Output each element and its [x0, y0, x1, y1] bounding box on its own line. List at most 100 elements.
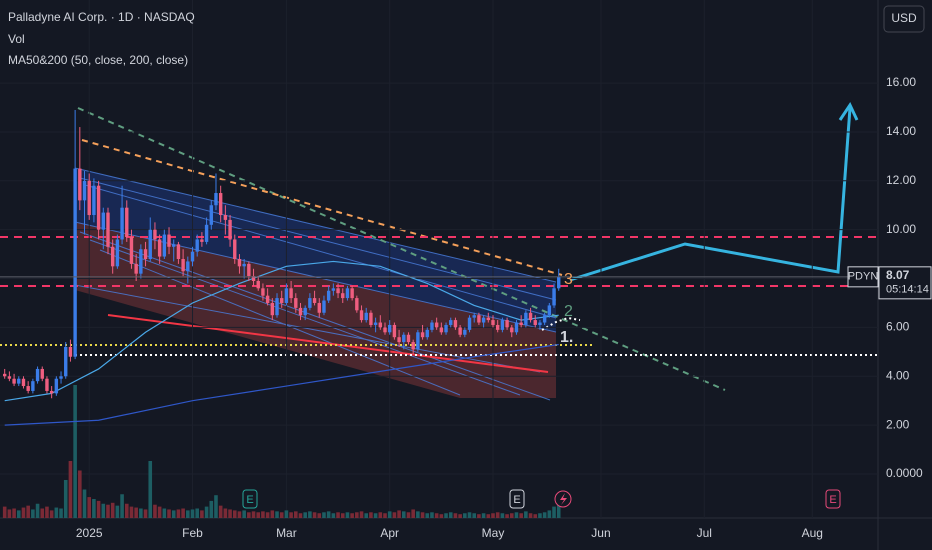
candle-body — [402, 334, 406, 343]
candle-body — [35, 368, 40, 382]
candle-body — [345, 288, 350, 299]
volume-bar — [289, 512, 293, 518]
volume-bar — [78, 470, 82, 518]
projection — [569, 107, 852, 282]
candle-body — [129, 237, 134, 264]
volume-bar — [82, 489, 87, 518]
volume-bar — [392, 512, 397, 518]
volume-bar — [186, 510, 190, 518]
candle-body — [510, 327, 514, 333]
candle-body — [369, 312, 373, 325]
vol-label: Vol — [8, 32, 25, 46]
candle-body — [552, 288, 556, 306]
y-tick-label: 10.00 — [886, 222, 916, 236]
projection-arrow — [838, 101, 859, 121]
volume-bar — [547, 510, 552, 518]
volume-bar — [383, 513, 387, 518]
candle-body — [92, 185, 96, 216]
volume-bar — [430, 512, 434, 518]
candle-body — [495, 324, 500, 330]
candle-body — [280, 298, 284, 303]
candle-body — [449, 320, 453, 325]
event-badge[interactable] — [509, 489, 525, 509]
x-tick-label: Jun — [591, 526, 610, 540]
volume-bar — [298, 513, 303, 518]
volume-bar — [448, 512, 453, 518]
volume-bar — [401, 511, 406, 518]
volume-bar — [350, 513, 354, 518]
volume-bar — [336, 512, 340, 518]
ma-label: MA50&200 (50, close, 200, close) — [8, 53, 188, 67]
symbol-label: PDYN — [848, 271, 879, 283]
candle-body — [284, 288, 289, 303]
wave-label: 2 — [564, 303, 573, 320]
candle-body — [176, 244, 181, 259]
candle-body — [204, 224, 209, 242]
candle-body — [467, 317, 472, 330]
wave-label: 3 — [564, 271, 573, 288]
candle-body — [157, 239, 162, 257]
volume-bar — [120, 494, 124, 518]
candle-body — [7, 376, 12, 379]
candle-body — [251, 276, 256, 281]
volume-bar — [261, 511, 265, 518]
event[interactable]: E — [829, 494, 836, 506]
symbol-box — [847, 266, 879, 288]
candle-body — [261, 288, 265, 296]
volume-bar — [538, 513, 542, 518]
y-tick-label: 0.0000 — [886, 466, 923, 480]
candle-body — [317, 302, 321, 313]
volume-bar — [491, 513, 495, 518]
candle-body — [500, 320, 505, 330]
candle-body — [148, 229, 152, 259]
candle-body — [519, 322, 523, 325]
volume-bar — [472, 513, 477, 518]
trend-line — [107, 314, 549, 373]
candle-body — [425, 329, 429, 338]
candle-body — [383, 327, 387, 333]
candle-body — [214, 193, 218, 206]
candle-body — [26, 386, 30, 391]
volume-bar — [87, 497, 92, 518]
x-tick-label: Aug — [802, 526, 823, 540]
candle-body — [533, 320, 537, 325]
volume-bar — [265, 512, 270, 518]
candle-body — [200, 239, 204, 242]
x-tick-label: Feb — [182, 526, 203, 540]
volume-bar — [312, 512, 317, 518]
volume-bar — [556, 503, 561, 518]
candle-body — [120, 207, 124, 240]
event-badge[interactable] — [242, 489, 258, 509]
volume-bar — [345, 512, 350, 518]
volume-bar — [162, 508, 167, 518]
currency-button[interactable] — [883, 5, 925, 33]
currency[interactable]: USD — [891, 11, 917, 25]
volume-bar — [7, 509, 12, 518]
candle-body — [195, 239, 199, 252]
volume-bar — [505, 514, 509, 518]
volume-bar — [275, 511, 279, 518]
candle-body — [477, 315, 481, 323]
volume-bar — [106, 504, 110, 518]
volume-bar — [378, 512, 383, 518]
candle-body — [439, 327, 444, 333]
candle-body — [326, 290, 331, 301]
event[interactable]: E — [513, 494, 520, 506]
volume-bar — [247, 512, 251, 518]
candle-body — [59, 376, 63, 379]
event-badge[interactable] — [825, 489, 841, 509]
event[interactable]: E — [246, 494, 253, 506]
candle-body — [528, 312, 533, 321]
candle-body — [331, 288, 336, 291]
candle-body — [101, 212, 105, 230]
candle-body — [218, 193, 223, 216]
candle-body — [397, 337, 401, 343]
y-tick-label: 4.00 — [886, 368, 910, 382]
candle-body — [481, 317, 486, 323]
plot — [0, 109, 878, 518]
candle-body — [223, 215, 228, 220]
volume-bar — [317, 513, 322, 518]
volume-bar — [176, 509, 181, 518]
x-tick-label: May — [482, 526, 505, 540]
